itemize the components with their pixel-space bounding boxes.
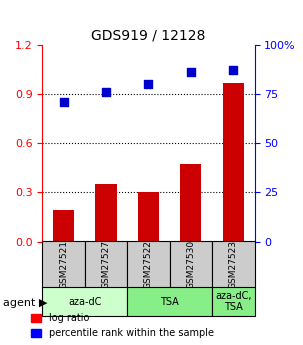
Bar [170,241,212,288]
Text: TSA: TSA [160,297,179,306]
Text: agent ▶: agent ▶ [3,298,47,308]
Bar [127,287,212,316]
Point [146,81,151,87]
Text: GSM27521: GSM27521 [59,240,68,289]
Point [188,70,193,75]
Point [104,89,108,95]
Text: GSM27527: GSM27527 [102,240,111,289]
Bar [180,165,201,242]
Title: GDS919 / 12128: GDS919 / 12128 [91,28,206,42]
Bar [42,241,85,288]
Bar [212,241,255,288]
Text: aza-dC,
TSA: aza-dC, TSA [215,291,251,312]
Bar [212,287,255,316]
Point [61,99,66,105]
Text: GSM27523: GSM27523 [229,240,238,289]
Text: GSM27522: GSM27522 [144,240,153,289]
Point [231,68,236,73]
Text: GSM27530: GSM27530 [186,240,195,289]
Bar [85,241,127,288]
Bar [138,193,159,242]
Bar [223,82,244,242]
Bar [53,210,74,241]
Bar [42,287,127,316]
Bar [95,184,117,242]
Text: aza-dC: aza-dC [68,297,102,306]
Bar [127,241,170,288]
Legend: log ratio, percentile rank within the sample: log ratio, percentile rank within the sa… [29,312,215,340]
